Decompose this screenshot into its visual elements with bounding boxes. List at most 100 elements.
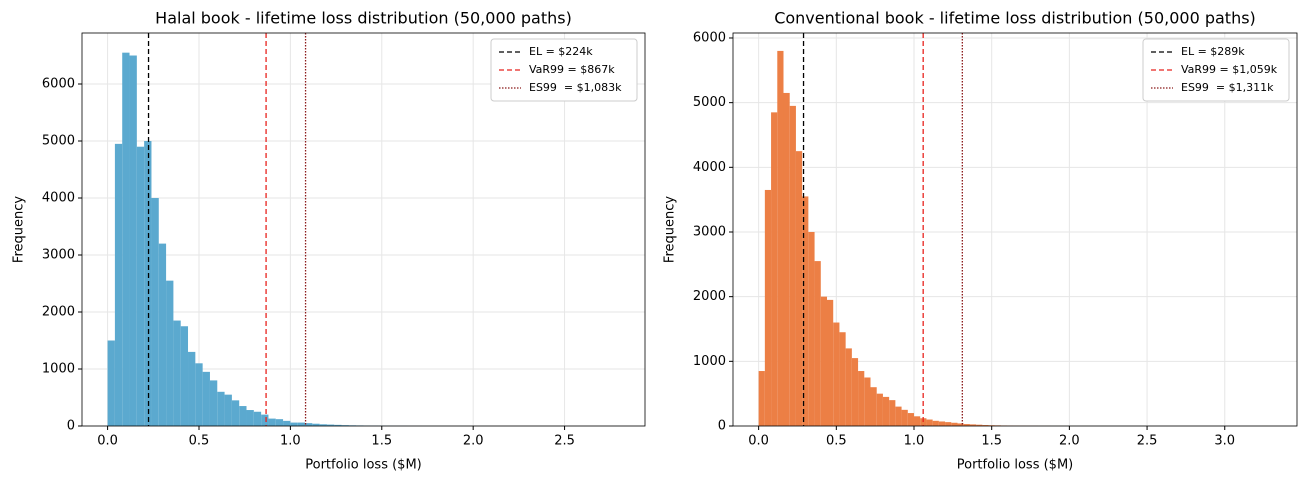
legend: EL = $289k VaR99 = $1,059k ES99 = $1,311k <box>1142 38 1290 102</box>
bar <box>870 387 877 426</box>
y-tick-label: 6000 <box>693 30 726 45</box>
bar <box>795 151 803 426</box>
x-tick-label: 3.0 <box>1214 434 1235 449</box>
bar <box>969 424 977 426</box>
bar <box>166 280 174 426</box>
bar <box>920 418 927 426</box>
y-tick-label: 0 <box>718 419 726 434</box>
bar <box>188 351 196 426</box>
chart-title: Halal book - lifetime loss distribution … <box>155 9 572 28</box>
bar <box>889 400 896 426</box>
y-tick-label: 3000 <box>42 248 75 263</box>
bar <box>851 358 859 426</box>
bar <box>895 406 902 426</box>
x-tick-label: 1.5 <box>371 434 392 449</box>
bar <box>827 299 834 426</box>
y-tick-label: 0 <box>67 419 75 434</box>
bar <box>758 371 765 426</box>
plot-frame <box>81 32 646 427</box>
x-axis-label: Portfolio loss ($M) <box>957 458 1074 473</box>
x-tick-label: 0.0 <box>748 434 769 449</box>
legend-label: ES99 = $1,083k <box>529 81 622 94</box>
x-tick-label: 0.5 <box>189 434 210 449</box>
bar <box>957 423 964 426</box>
legend-label: EL = $224k <box>529 45 593 58</box>
bar <box>246 410 254 426</box>
bar <box>907 413 915 426</box>
y-tick-label: 4000 <box>42 191 75 206</box>
legend-box <box>1142 38 1290 102</box>
bar <box>224 394 232 426</box>
y-tick-label: 5000 <box>42 134 75 149</box>
bar <box>275 419 284 426</box>
bar <box>231 400 240 426</box>
bar <box>312 423 320 426</box>
bar <box>882 396 890 426</box>
bar <box>783 92 790 426</box>
x-tick-label: 0.0 <box>97 434 118 449</box>
bar <box>914 416 921 426</box>
x-tick-label: 2.5 <box>554 434 575 449</box>
bar <box>209 380 218 426</box>
x-axis-label: Portfolio loss ($M) <box>305 458 422 473</box>
bar <box>814 261 821 426</box>
bar <box>283 420 291 426</box>
plot: 0.0 0.5 1.0 1.5 2.0 2.5 3.0 0 1000 2000 3000 4000 50… <box>663 9 1298 473</box>
x-tick-label: 1.5 <box>981 434 1002 449</box>
bar <box>808 231 815 426</box>
bar <box>951 422 958 426</box>
bar <box>253 411 262 426</box>
bar <box>963 424 970 426</box>
legend-box <box>490 38 638 102</box>
bar <box>173 320 181 426</box>
legend-label: VaR99 = $1,059k <box>1181 63 1278 76</box>
legend-label: EL = $289k <box>1181 45 1245 58</box>
bar <box>334 424 342 426</box>
bar <box>789 105 796 426</box>
bar <box>202 371 210 426</box>
y-axis-label: Frequency <box>12 196 27 263</box>
bar <box>180 326 189 426</box>
y-tick-label: 4000 <box>693 160 726 175</box>
x-tick-label: 2.0 <box>463 434 484 449</box>
legend: EL = $224k VaR99 = $867k ES99 = $1,083k <box>490 38 638 102</box>
bar <box>820 296 827 426</box>
bar <box>261 414 269 426</box>
bar <box>839 332 846 426</box>
bar <box>764 189 772 426</box>
bar <box>938 421 946 426</box>
x-tick-label: 2.0 <box>1059 434 1080 449</box>
x-tick-label: 0.5 <box>826 434 847 449</box>
y-tick-label: 2000 <box>693 289 726 304</box>
bar <box>901 409 908 426</box>
bar <box>129 55 137 427</box>
x-tick-label: 2.5 <box>1137 434 1158 449</box>
plot: 0.0 0.5 1.0 1.5 2.0 2.5 0 1000 2000 3000 4000 5000 6… <box>12 9 646 473</box>
bar <box>122 52 130 427</box>
bar <box>151 198 159 426</box>
bar <box>290 422 298 426</box>
bar <box>858 371 865 426</box>
bar <box>833 322 840 426</box>
y-tick-label: 6000 <box>42 77 75 92</box>
bar <box>771 112 778 427</box>
bar <box>158 243 167 426</box>
bar <box>319 424 327 426</box>
bar <box>268 418 276 426</box>
bar <box>136 146 145 426</box>
bar <box>217 391 225 426</box>
bar <box>326 424 335 426</box>
bar <box>107 340 115 426</box>
y-tick-label: 1000 <box>693 354 726 369</box>
bar <box>876 393 883 426</box>
bar <box>976 424 983 426</box>
bar <box>144 141 152 427</box>
bar <box>297 422 306 426</box>
y-tick-label: 2000 <box>42 305 75 320</box>
y-tick-label: 1000 <box>42 362 75 377</box>
bar <box>864 377 871 426</box>
bar <box>932 420 939 426</box>
bar <box>945 422 952 426</box>
bar <box>926 419 933 426</box>
